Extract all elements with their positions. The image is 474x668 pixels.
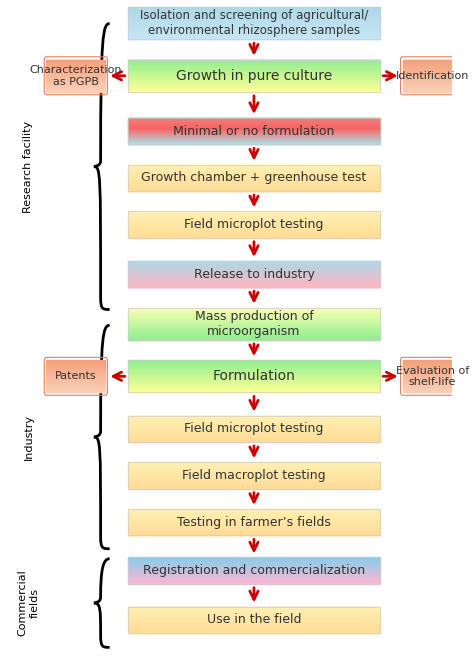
Bar — [128, 360, 380, 392]
Text: Field macroplot testing: Field macroplot testing — [182, 469, 326, 482]
Text: Research facility: Research facility — [23, 120, 34, 212]
Text: Isolation and screening of agricultural/
environmental rhizosphere samples: Isolation and screening of agricultural/… — [140, 9, 368, 37]
Text: Registration and commercialization: Registration and commercialization — [143, 564, 365, 577]
Bar — [128, 7, 380, 39]
Text: Growth chamber + greenhouse test: Growth chamber + greenhouse test — [141, 172, 366, 184]
Bar — [128, 165, 380, 191]
Bar — [128, 415, 380, 442]
Text: Industry: Industry — [23, 414, 34, 460]
Bar — [128, 261, 380, 287]
Text: Patents: Patents — [55, 371, 97, 381]
Text: Commercial
fields: Commercial fields — [18, 570, 39, 637]
Bar — [128, 308, 380, 340]
Bar — [128, 212, 380, 238]
Bar — [128, 509, 380, 535]
Text: Characterization
as PGPB: Characterization as PGPB — [29, 65, 122, 87]
Bar — [128, 558, 380, 584]
Bar — [128, 118, 380, 144]
Text: Field microplot testing: Field microplot testing — [184, 218, 324, 231]
Text: Field microplot testing: Field microplot testing — [184, 422, 324, 436]
Text: Evaluation of
shelf-life: Evaluation of shelf-life — [395, 365, 469, 387]
Bar — [128, 59, 380, 92]
Bar — [128, 607, 380, 633]
Text: Use in the field: Use in the field — [207, 613, 301, 626]
Bar — [128, 462, 380, 488]
Text: Growth in pure culture: Growth in pure culture — [176, 69, 332, 83]
Text: Release to industry: Release to industry — [193, 268, 314, 281]
Text: Minimal or no formulation: Minimal or no formulation — [173, 125, 335, 138]
Text: Mass production of
microorganism: Mass production of microorganism — [195, 310, 313, 338]
Text: Formulation: Formulation — [212, 369, 295, 383]
Text: Testing in farmer’s fields: Testing in farmer’s fields — [177, 516, 331, 528]
Text: Identification: Identification — [395, 71, 469, 81]
